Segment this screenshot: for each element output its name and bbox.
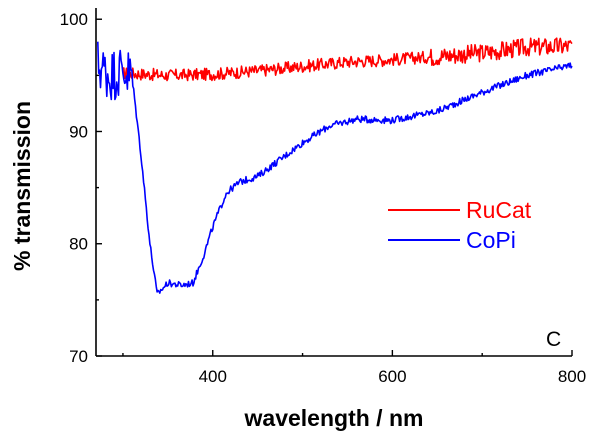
plot-area: 400 600 800 70 80 90 100 [60,8,587,386]
legend-label-copi: CoPi [466,227,516,253]
y-tick-label: 90 [69,122,88,141]
y-tick-label: 70 [69,347,88,366]
x-tick-label: 600 [378,367,406,386]
y-tick-label: 80 [69,235,88,254]
legend: RuCat CoPi [388,197,532,253]
series-line-rucat [122,37,573,82]
legend-label-rucat: RuCat [466,197,532,223]
y-tick-label: 100 [60,10,88,29]
y-axis-title: % transmission [9,101,35,271]
x-axis-title: wavelength / nm [244,405,424,431]
x-tick-label: 400 [199,367,227,386]
x-tick-label: 800 [558,367,586,386]
tick-layer: 400 600 800 70 80 90 100 [60,10,587,386]
series-line-copi [97,41,573,294]
series-layer [97,37,573,294]
panel-label: C [546,328,561,351]
